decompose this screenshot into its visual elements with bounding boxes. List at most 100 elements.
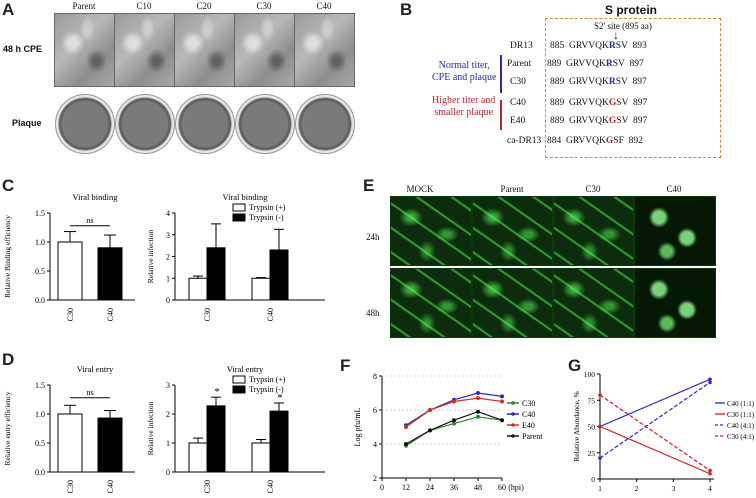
x-tick-label: C30 [203,480,212,493]
chart-d-viral-entry-efficiency: Viral entry Relative entry efficiency 0.0 0… [3,364,135,493]
panel-a-col-c20: C20 [196,1,212,11]
data-point [476,409,480,414]
data-point [452,418,456,423]
x-tick-label: C40 [266,480,275,493]
panel-e-col-c40: C40 [666,184,682,194]
significance-label: ns [86,216,93,225]
bar [97,247,123,301]
legend-label: C30 (1:1) [727,411,755,419]
chart-title: Viral binding [222,192,268,202]
y-tick-label: 0 [166,296,170,305]
micrograph-c30-48h [553,268,634,338]
chart-c-viral-binding-infection: Viral binding Relative infection 0 1 2 3 4 C30 C… [146,192,325,321]
data-point [598,393,602,397]
sequence-name: C30 [510,77,531,87]
sequence-pre: GRVVQK [566,136,606,146]
y-axis-label: Relative Abundance, % [572,391,581,462]
sequence-row: C40 889 GRVVQKGSV 897 [510,98,647,108]
panel-e-row-48h: 48h [366,308,380,318]
significance-marker: * [278,393,283,404]
sequence-pre: GRVVQK [569,41,609,51]
y-tick-label: 0 [591,475,595,484]
y-tick-label: 75 [588,396,596,405]
data-point [598,424,602,429]
x-axis-label: (hpi) [508,483,524,492]
x-tick-label: 1 [598,484,602,493]
sequence-start: 889 [550,98,569,108]
s2-site-label: S2' site (895 aa) [594,21,652,31]
sequence-row: ca-DR13 884 GRVVQKGSF 892 [507,136,643,146]
y-tick-label: 0.5 [35,439,45,448]
sequence-post: SF [613,136,629,146]
series-line [599,381,711,459]
chart-title: Viral entry [227,364,264,374]
s2-site-arrow: ↓ [613,28,619,42]
panel-label-c: C [2,176,15,195]
legend-label: C40 (1:1) [727,400,755,408]
legend-swatch [232,203,246,212]
plaque-plate-c30 [235,94,295,154]
x-tick-label: 4 [708,484,712,493]
legend-label: C30 (4:1) [727,433,755,441]
legend-label: Trypsin (-) [249,213,284,222]
legend-marker [511,434,515,438]
y-axis-label: Relative infection [146,229,155,283]
bar [206,405,226,473]
legend-label: Trypsin (+) [249,375,286,384]
data-point [476,396,480,401]
y-tick-label: 1.0 [35,238,45,247]
cpe-image-c10 [114,13,175,87]
significance-label: ns [86,388,93,397]
series-line [599,425,711,475]
sequence-site-residue: R [608,77,616,87]
x-tick-label: C30 [203,308,212,321]
x-tick-label: 36 [450,483,458,492]
data-point [404,442,408,446]
panel-a-col-parent: Parent [72,1,96,11]
panel-a-col-c40: C40 [316,1,332,11]
micrograph-parent-24h [472,196,553,266]
sequence-post: SV [615,77,633,87]
data-point [500,394,504,399]
y-tick-label: 2 [166,253,170,262]
x-tick-label: 12 [402,483,410,492]
x-tick-label: C40 [106,480,115,493]
panel-a-col-c30: C30 [256,1,272,11]
data-point [598,456,602,460]
y-axis-label: Log pfu/mL [353,407,362,446]
panel-a-row-cpe: 48 h CPE [3,44,43,54]
chart-c-viral-binding-efficiency: Viral binding Relative Binding efficiency… [3,192,135,321]
micrograph-grid [390,196,716,338]
sequence-site-residue: R [608,41,616,51]
micrograph-parent-48h [472,268,553,338]
data-point [476,391,480,395]
panel-label-f: F [340,356,351,375]
bar [206,247,226,301]
legend-label: C40 [522,410,535,419]
data-point [500,399,504,404]
sequence-row: DR13 885 GRVVQKRSV 893 [510,41,647,51]
panel-e-row-24h: 24h [366,232,380,242]
x-tick-label: 2 [635,484,639,493]
sequence-pre: GRVVQK [569,98,609,108]
y-axis-label: Relative Binding efficiency [3,215,12,298]
sequence-start: 884 [547,136,566,146]
sequence-end: 892 [628,136,643,146]
sequence-name: C40 [510,98,531,108]
sequence-start: 889 [550,116,569,126]
x-tick-label: C30 [66,480,75,493]
chart-g-relative-abundance: Relative Abundance, % 0 25 50 75 100 1 2 3 4 C40 (… [572,370,755,493]
panel-a-row-plaque: Plaque [12,118,42,128]
panel-label-g: G [568,356,582,375]
sequence-site-residue: G [608,116,617,126]
y-tick-label: 3 [166,381,170,390]
y-tick-label: 100 [584,370,596,379]
legend-label: Trypsin (-) [249,385,284,394]
y-tick-label: 2 [166,410,170,419]
data-point [708,377,712,382]
bar [57,241,83,301]
y-tick-label: 1.0 [35,410,45,419]
bar [251,277,271,301]
x-tick-label: 48 [474,483,482,492]
